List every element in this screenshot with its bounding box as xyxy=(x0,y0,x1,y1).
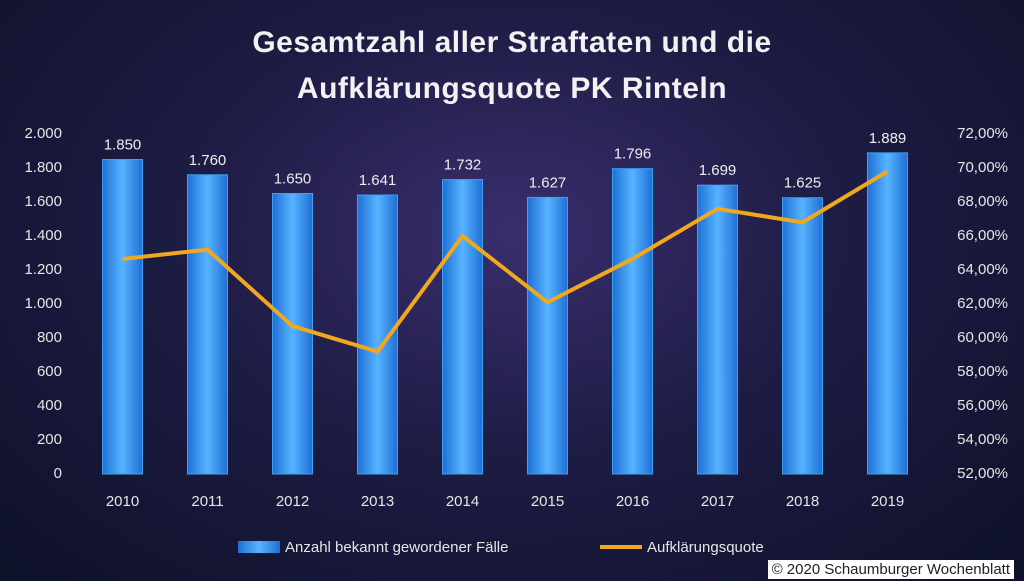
bar xyxy=(102,159,143,475)
y2-tick-label: 64,00% xyxy=(957,261,1008,278)
y-tick-label: 1.400 xyxy=(24,227,62,244)
x-tick-label: 2011 xyxy=(191,493,223,510)
bar xyxy=(272,193,313,475)
y-tick-label: 1.200 xyxy=(24,261,62,278)
data-label: 1.699 xyxy=(699,162,737,179)
y-tick-label: 400 xyxy=(37,397,62,414)
y2-tick-label: 58,00% xyxy=(957,363,1008,380)
data-label: 1.732 xyxy=(444,157,482,174)
chart-title: Gesamtzahl aller Straftaten und die Aufk… xyxy=(252,26,772,105)
source: © 2020 Schaumburger Wochenblatt xyxy=(767,560,1014,579)
x-tick-label: 2010 xyxy=(106,493,139,510)
y-tick-label: 800 xyxy=(37,329,62,346)
data-label: 1.850 xyxy=(104,136,142,153)
data-label: 1.627 xyxy=(529,174,567,191)
line xyxy=(122,169,889,354)
y2-tick-label: 72,00% xyxy=(957,125,1008,142)
data-label: 1.625 xyxy=(784,175,822,192)
y-tick-label: 2.000 xyxy=(24,125,62,142)
y-tick-label: 1.800 xyxy=(24,159,62,176)
y-tick-label: 1.600 xyxy=(24,193,62,210)
legend-swatch xyxy=(238,541,280,553)
y2-tick-label: 60,00% xyxy=(957,329,1008,346)
y2-tick-label: 56,00% xyxy=(957,397,1008,414)
bar xyxy=(442,179,483,475)
bar xyxy=(867,152,908,475)
bar xyxy=(527,196,568,475)
x-tick-label: 2013 xyxy=(361,493,394,510)
x-tick-label: 2012 xyxy=(276,493,309,510)
y-tick-label: 1.000 xyxy=(24,295,62,312)
x-tick-label: 2018 xyxy=(786,493,819,510)
y2-tick-label: 66,00% xyxy=(957,227,1008,244)
bar xyxy=(782,197,823,475)
y-tick-label: 200 xyxy=(37,431,62,448)
y2-tick-label: 54,00% xyxy=(957,431,1008,448)
legend-label: Aufklärungsquote xyxy=(647,539,764,556)
bar xyxy=(187,174,228,475)
data-label: 1.889 xyxy=(869,130,907,147)
x-tick-label: 2015 xyxy=(531,493,564,510)
data-label: 1.641 xyxy=(359,172,397,189)
x-tick-label: 2017 xyxy=(701,493,734,510)
y2-tick-label: 62,00% xyxy=(957,295,1008,312)
legend-label: Anzahl bekannt gewordener Fälle xyxy=(285,539,508,556)
y2-tick-label: 52,00% xyxy=(957,465,1008,482)
bar xyxy=(612,168,653,475)
x-tick-label: 2014 xyxy=(446,493,479,510)
y-tick-label: 600 xyxy=(37,363,62,380)
bar xyxy=(697,184,738,475)
y2-tick-label: 70,00% xyxy=(957,159,1008,176)
x-tick-label: 2019 xyxy=(871,493,904,510)
y2-tick-label: 68,00% xyxy=(957,193,1008,210)
data-label: 1.796 xyxy=(614,146,652,163)
x-tick-label: 2016 xyxy=(616,493,649,510)
data-label: 1.760 xyxy=(189,152,227,169)
y-tick-label: 0 xyxy=(54,465,62,482)
data-label: 1.650 xyxy=(274,170,312,187)
